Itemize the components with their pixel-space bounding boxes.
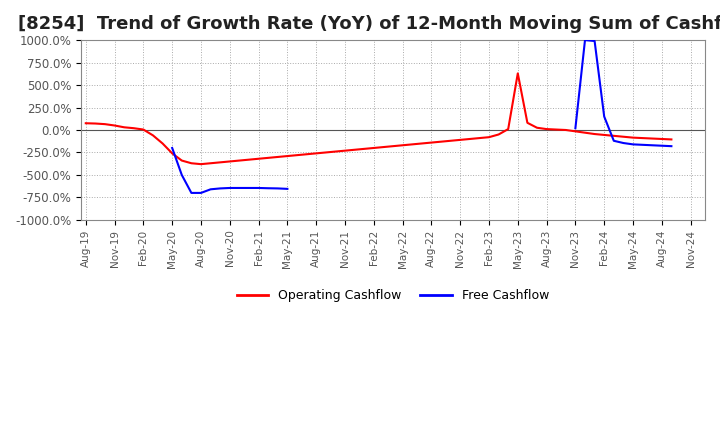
Legend: Operating Cashflow, Free Cashflow: Operating Cashflow, Free Cashflow [232,284,554,307]
Title: [8254]  Trend of Growth Rate (YoY) of 12-Month Moving Sum of Cashflows: [8254] Trend of Growth Rate (YoY) of 12-… [18,15,720,33]
